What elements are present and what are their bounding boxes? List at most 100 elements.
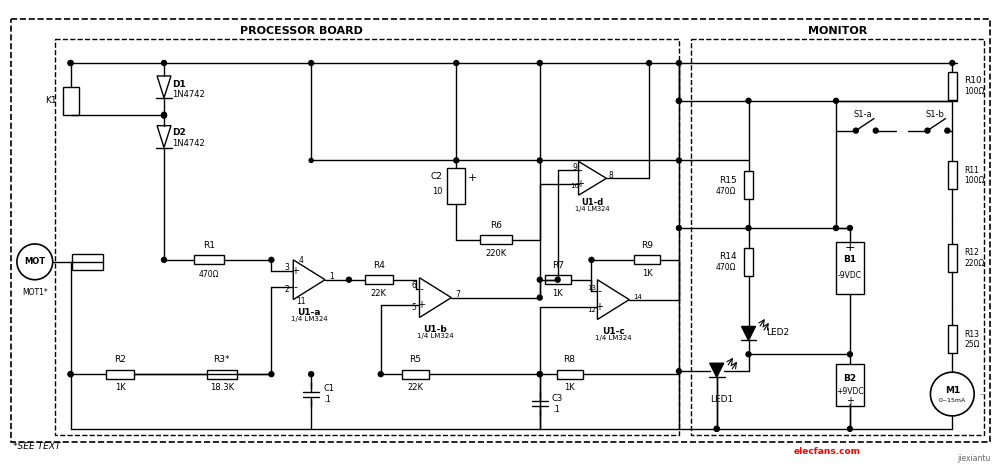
Bar xyxy=(401,370,429,379)
Text: C3
.1: C3 .1 xyxy=(552,394,563,414)
Circle shape xyxy=(676,158,681,163)
Text: U1-b: U1-b xyxy=(423,325,446,334)
Circle shape xyxy=(68,372,73,377)
Circle shape xyxy=(847,226,852,231)
Circle shape xyxy=(555,277,560,282)
Text: 6: 6 xyxy=(410,281,415,290)
Text: 22K: 22K xyxy=(407,383,423,392)
Text: 470Ω: 470Ω xyxy=(199,270,219,279)
Circle shape xyxy=(847,426,852,432)
Circle shape xyxy=(453,158,457,163)
Text: 4: 4 xyxy=(299,256,303,265)
Text: U1-a: U1-a xyxy=(297,308,321,317)
Bar xyxy=(62,87,78,115)
Text: D2: D2 xyxy=(172,128,186,137)
Text: 5: 5 xyxy=(410,303,415,312)
Text: C2: C2 xyxy=(430,172,442,181)
Bar xyxy=(556,370,582,379)
Circle shape xyxy=(924,128,929,133)
Text: 100Ω: 100Ω xyxy=(963,87,984,96)
Text: K1: K1 xyxy=(45,96,56,105)
Text: 11: 11 xyxy=(296,297,306,306)
Circle shape xyxy=(308,61,313,65)
Text: 470Ω: 470Ω xyxy=(715,187,736,196)
Text: 1/4 LM324: 1/4 LM324 xyxy=(595,335,631,341)
Circle shape xyxy=(949,61,954,65)
Text: -9VDC: -9VDC xyxy=(838,271,861,280)
Text: 10: 10 xyxy=(431,187,442,196)
Circle shape xyxy=(745,99,750,103)
Circle shape xyxy=(676,368,681,374)
Circle shape xyxy=(537,372,542,377)
Circle shape xyxy=(68,372,73,377)
Circle shape xyxy=(944,128,949,133)
Circle shape xyxy=(68,61,73,65)
Text: MONITOR: MONITOR xyxy=(807,26,867,36)
Bar xyxy=(835,364,863,406)
Text: -: - xyxy=(597,286,601,296)
Text: +: + xyxy=(844,241,855,255)
Text: R11
100Ω: R11 100Ω xyxy=(963,166,984,185)
Text: R5: R5 xyxy=(409,355,421,364)
Text: 220K: 220K xyxy=(484,249,507,258)
Circle shape xyxy=(161,113,166,118)
Text: R15: R15 xyxy=(718,176,736,185)
Circle shape xyxy=(873,128,878,133)
Circle shape xyxy=(68,61,73,65)
Circle shape xyxy=(308,372,313,377)
Text: R3*: R3* xyxy=(214,355,230,364)
Text: +: + xyxy=(467,173,477,184)
Text: 10: 10 xyxy=(570,183,579,189)
Text: R7: R7 xyxy=(551,261,563,270)
Circle shape xyxy=(589,257,594,262)
Text: 1K: 1K xyxy=(641,269,652,278)
Circle shape xyxy=(745,226,750,231)
Bar xyxy=(479,235,512,244)
Circle shape xyxy=(713,426,718,432)
Text: +9VDC: +9VDC xyxy=(835,387,863,396)
Text: R10: R10 xyxy=(963,77,981,85)
Bar xyxy=(106,370,134,379)
Text: R1: R1 xyxy=(203,241,215,250)
Text: 9: 9 xyxy=(572,163,577,172)
Text: R6: R6 xyxy=(489,221,502,230)
Text: 1K: 1K xyxy=(564,383,575,392)
Text: -: - xyxy=(293,282,297,292)
Text: 1N4742: 1N4742 xyxy=(172,139,205,148)
Circle shape xyxy=(646,61,651,65)
Circle shape xyxy=(713,426,718,432)
Bar xyxy=(947,162,956,189)
Text: R9: R9 xyxy=(641,241,653,250)
Text: 22K: 22K xyxy=(370,289,386,297)
Bar xyxy=(207,370,237,379)
Bar xyxy=(743,171,752,199)
Text: B2: B2 xyxy=(843,374,856,382)
Circle shape xyxy=(745,352,750,357)
Circle shape xyxy=(269,257,274,262)
Circle shape xyxy=(676,226,681,231)
Text: +: + xyxy=(291,266,299,276)
Text: 1K: 1K xyxy=(114,383,125,392)
Bar xyxy=(447,169,464,204)
Text: R4: R4 xyxy=(372,261,384,270)
Bar xyxy=(54,39,678,435)
Bar xyxy=(690,39,983,435)
Text: U1-c: U1-c xyxy=(602,327,624,336)
Text: 1K: 1K xyxy=(552,289,563,297)
Circle shape xyxy=(676,99,681,103)
Text: MOT: MOT xyxy=(24,257,45,266)
Bar xyxy=(947,244,956,272)
Circle shape xyxy=(453,158,458,163)
Text: 8: 8 xyxy=(608,171,613,180)
Text: 12: 12 xyxy=(587,306,596,312)
Circle shape xyxy=(161,257,166,262)
Text: elecfans.com: elecfans.com xyxy=(792,447,860,456)
Text: 470Ω: 470Ω xyxy=(715,263,736,272)
Text: 14: 14 xyxy=(633,294,642,300)
Circle shape xyxy=(378,372,383,377)
Text: B1: B1 xyxy=(843,255,856,264)
Text: R14: R14 xyxy=(718,252,736,262)
Text: R13
25Ω: R13 25Ω xyxy=(963,330,979,349)
Bar xyxy=(545,275,570,284)
Circle shape xyxy=(676,99,681,103)
